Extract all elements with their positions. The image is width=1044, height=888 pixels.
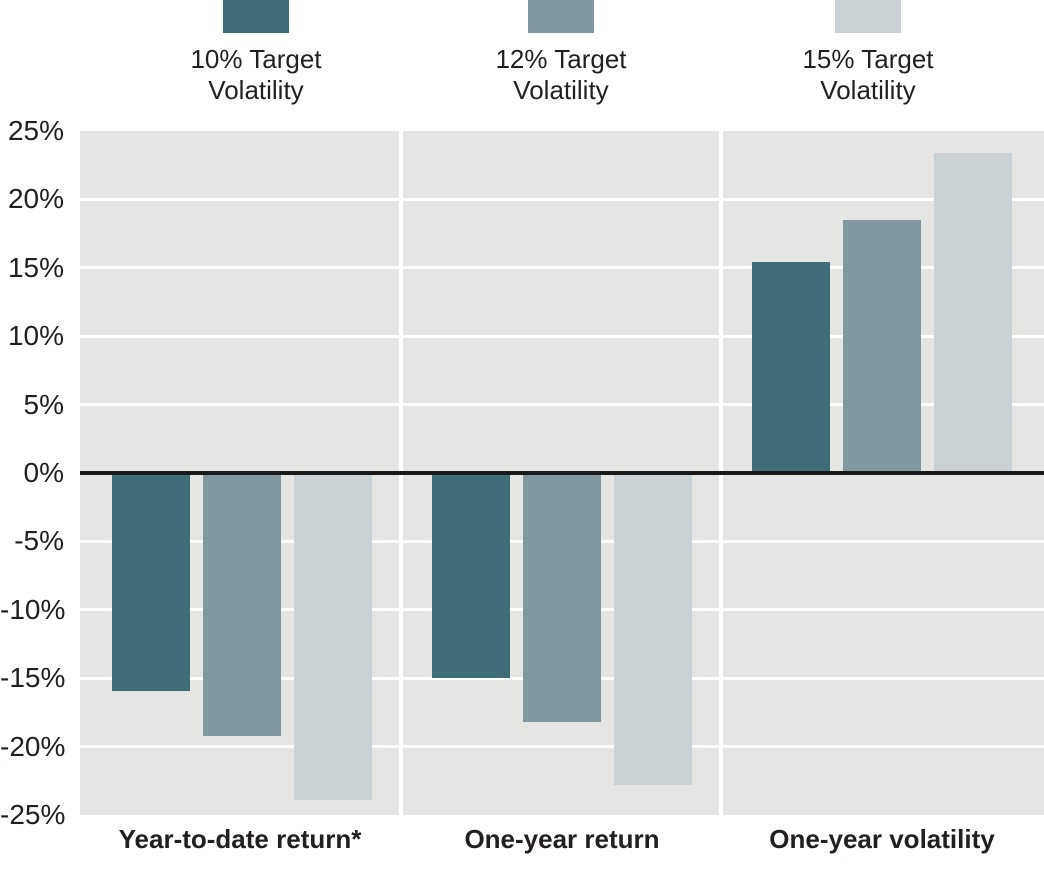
bar-2-3: [843, 219, 921, 473]
legend-label: 12% Target Volatility: [495, 44, 627, 105]
bar-2-2: [523, 473, 601, 722]
x-category-label: One-year return: [464, 824, 660, 854]
legend-swatch: [835, 0, 901, 33]
gridline: [80, 334, 1044, 338]
bar-1-2: [432, 473, 510, 679]
y-tick-label: 25%: [7, 115, 64, 146]
bar-3-3: [934, 152, 1012, 473]
y-tick-label: 15%: [7, 251, 64, 283]
bar-2-1: [203, 473, 281, 736]
gridline: [80, 197, 1044, 201]
plot-area: [80, 131, 1044, 815]
legend-label: 10% Target Volatility: [190, 44, 322, 105]
legend-label: 15% Target Volatility: [802, 44, 934, 105]
y-tick-label: -15%: [0, 662, 66, 694]
gridline: [80, 403, 1044, 407]
bar-1-3: [752, 262, 830, 473]
bar-3-2: [614, 473, 692, 785]
y-tick-label: 0%: [23, 457, 64, 488]
gridline: [80, 745, 1044, 749]
y-tick-label: 5%: [23, 388, 64, 420]
x-category-label: One-year volatility: [769, 824, 995, 854]
bar-3-1: [294, 473, 372, 800]
legend-swatch: [528, 0, 594, 33]
y-tick-label: -25%: [0, 799, 66, 830]
x-category-label: Year-to-date return*: [118, 824, 362, 854]
y-tick-label: -5%: [14, 525, 64, 557]
bar-1-1: [112, 473, 190, 691]
legend-swatch: [223, 0, 289, 33]
y-tick-label: 10%: [7, 320, 64, 352]
y-tick-label: -20%: [0, 730, 66, 762]
y-tick-label: -10%: [0, 593, 66, 625]
gridline: [80, 266, 1044, 270]
zero-baseline: [80, 471, 1044, 475]
y-tick-label: 20%: [7, 183, 64, 215]
